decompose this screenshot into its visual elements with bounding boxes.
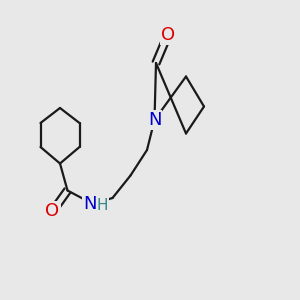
Text: N: N bbox=[148, 111, 161, 129]
Text: N: N bbox=[83, 195, 97, 213]
Text: O: O bbox=[161, 26, 175, 44]
Text: H: H bbox=[97, 198, 108, 213]
Text: O: O bbox=[45, 202, 60, 220]
